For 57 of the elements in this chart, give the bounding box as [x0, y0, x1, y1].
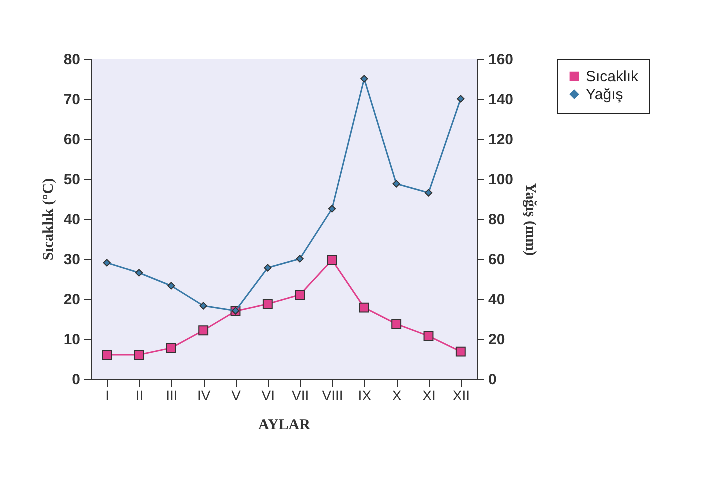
- point: [295, 290, 306, 300]
- x-axis-title: AYLAR: [258, 418, 311, 434]
- point: [200, 302, 208, 310]
- x-tick-label: XI: [422, 388, 436, 404]
- point: [296, 255, 304, 263]
- point: [103, 259, 111, 267]
- y2-tick-label: 60: [488, 252, 506, 268]
- legend-label: Yağış: [586, 86, 624, 104]
- point: [392, 319, 402, 330]
- x-tick-label: IV: [197, 388, 212, 404]
- y2-tick-label: 160: [488, 52, 514, 68]
- point: [327, 255, 338, 266]
- legend-label: Sıcaklık: [586, 68, 640, 86]
- y-axis-title: Sıcaklık (°C): [40, 178, 57, 261]
- point: [360, 75, 368, 83]
- point: [359, 302, 370, 313]
- point: [456, 346, 466, 357]
- x-tick-label: II: [136, 388, 144, 404]
- point: [457, 95, 465, 103]
- y-tick-label: 40: [64, 212, 80, 228]
- point: [328, 205, 336, 213]
- x-tick-label: IX: [358, 388, 372, 404]
- y2-tick-label: 20: [488, 332, 506, 348]
- y2-tick-label: 140: [488, 92, 514, 108]
- y-tick-label: 60: [64, 132, 80, 148]
- y2-axis-title: Yağış (mm): [522, 183, 539, 256]
- point: [262, 299, 273, 310]
- y-tick-label: 80: [64, 52, 80, 68]
- point: [424, 189, 433, 197]
- y2-tick-label: 80: [488, 212, 506, 228]
- x-tick-label: X: [392, 388, 402, 404]
- x-tick-label: VIII: [322, 388, 344, 404]
- y2-tick-label: 0: [488, 372, 497, 388]
- point: [198, 326, 209, 336]
- y2-tick-label: 120: [488, 132, 514, 148]
- y-tick-label: 10: [64, 332, 80, 348]
- x-tick-label: VII: [292, 388, 310, 404]
- point: [264, 264, 272, 272]
- x-tick-label: XII: [452, 388, 470, 404]
- x-tick-label: I: [106, 388, 110, 404]
- point: [134, 350, 144, 360]
- x-tick-label: VI: [262, 388, 276, 404]
- y2-tick-label: 100: [488, 172, 514, 188]
- point: [392, 180, 400, 188]
- y-tick-label: 50: [64, 172, 80, 188]
- point: [168, 282, 176, 290]
- y-tick-label: 0: [72, 372, 80, 388]
- y-tick-label: 20: [64, 292, 80, 308]
- x-tick-label: III: [166, 388, 178, 404]
- y-tick-label: 70: [64, 92, 80, 108]
- point: [102, 350, 112, 360]
- y-tick-label: 30: [64, 252, 80, 268]
- point: [135, 269, 144, 277]
- point: [166, 343, 176, 354]
- x-tick-label: V: [232, 388, 242, 404]
- point: [424, 331, 434, 342]
- y2-tick-label: 40: [488, 292, 506, 308]
